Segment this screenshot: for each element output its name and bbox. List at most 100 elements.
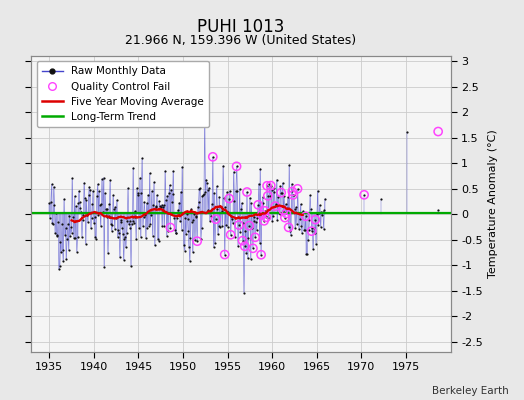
Point xyxy=(71,235,80,242)
Point xyxy=(145,222,153,229)
Point xyxy=(93,192,101,199)
Point xyxy=(128,218,137,224)
Point xyxy=(64,221,72,228)
Point xyxy=(181,215,190,221)
Point xyxy=(125,218,134,225)
Point xyxy=(213,206,222,212)
Point xyxy=(56,263,64,269)
Point xyxy=(138,155,146,162)
Point xyxy=(173,207,182,214)
Point xyxy=(116,254,124,260)
Point xyxy=(299,208,307,214)
Point xyxy=(144,192,152,198)
Point xyxy=(91,234,100,240)
Point xyxy=(188,218,196,225)
Point xyxy=(99,209,107,215)
Point xyxy=(290,192,298,198)
Point xyxy=(230,168,238,175)
Point xyxy=(176,218,184,224)
Point xyxy=(248,224,256,231)
Point xyxy=(126,224,135,231)
Point xyxy=(280,193,288,200)
Point xyxy=(141,234,150,241)
Point xyxy=(301,213,310,220)
Point xyxy=(151,204,160,210)
Point xyxy=(166,224,174,231)
Point xyxy=(130,208,139,214)
Point xyxy=(251,234,259,240)
Point xyxy=(170,214,178,221)
Point xyxy=(237,200,246,206)
Point xyxy=(68,229,76,236)
Point xyxy=(264,193,272,199)
Point xyxy=(281,214,289,221)
Legend: Raw Monthly Data, Quality Control Fail, Five Year Moving Average, Long-Term Tren: Raw Monthly Data, Quality Control Fail, … xyxy=(37,61,209,127)
Point xyxy=(276,211,284,217)
Point xyxy=(286,228,294,234)
Point xyxy=(249,213,258,220)
Point xyxy=(77,208,85,215)
Point xyxy=(224,209,233,215)
Point xyxy=(47,199,55,205)
Point xyxy=(238,238,247,244)
Point xyxy=(315,202,324,208)
Point xyxy=(103,205,112,212)
Point xyxy=(235,222,243,228)
Point xyxy=(203,180,211,186)
Point xyxy=(65,213,73,219)
Point xyxy=(153,192,161,198)
Point xyxy=(217,208,226,214)
Point xyxy=(207,212,215,219)
Point xyxy=(154,236,162,242)
Point xyxy=(308,225,316,232)
Point xyxy=(220,194,228,201)
Point xyxy=(90,220,98,226)
Point xyxy=(47,181,56,188)
Point xyxy=(287,181,296,187)
Point xyxy=(212,216,220,222)
Point xyxy=(307,206,315,212)
Point xyxy=(79,217,87,224)
Point xyxy=(50,202,59,208)
Point xyxy=(187,206,195,212)
Point xyxy=(258,212,266,218)
Point xyxy=(296,216,304,222)
Point xyxy=(205,218,214,224)
Point xyxy=(100,264,108,270)
Point xyxy=(202,176,210,183)
Point xyxy=(303,250,311,257)
Point xyxy=(119,257,128,263)
Point xyxy=(80,180,89,186)
Point xyxy=(81,195,89,202)
Point xyxy=(122,244,130,250)
Point xyxy=(61,225,70,231)
Point xyxy=(196,185,204,191)
Point xyxy=(107,227,116,234)
Point xyxy=(252,218,260,225)
Point xyxy=(109,192,117,199)
Point xyxy=(205,184,213,191)
Point xyxy=(146,221,155,227)
Point xyxy=(194,204,202,211)
Point xyxy=(59,258,68,264)
Point xyxy=(157,202,166,208)
Point xyxy=(193,238,201,244)
Point xyxy=(189,249,197,255)
Point xyxy=(82,196,91,203)
Point xyxy=(75,199,84,206)
Point xyxy=(320,207,329,213)
Point xyxy=(193,238,201,244)
Point xyxy=(236,229,245,236)
Point xyxy=(179,210,187,216)
Point xyxy=(206,206,215,213)
Point xyxy=(173,215,181,222)
Point xyxy=(192,214,201,220)
Point xyxy=(254,202,263,208)
Point xyxy=(209,154,217,160)
Point xyxy=(217,204,225,210)
Point xyxy=(74,200,82,206)
Point xyxy=(253,215,261,221)
Point xyxy=(260,208,269,214)
Point xyxy=(149,202,158,208)
Point xyxy=(377,196,385,202)
